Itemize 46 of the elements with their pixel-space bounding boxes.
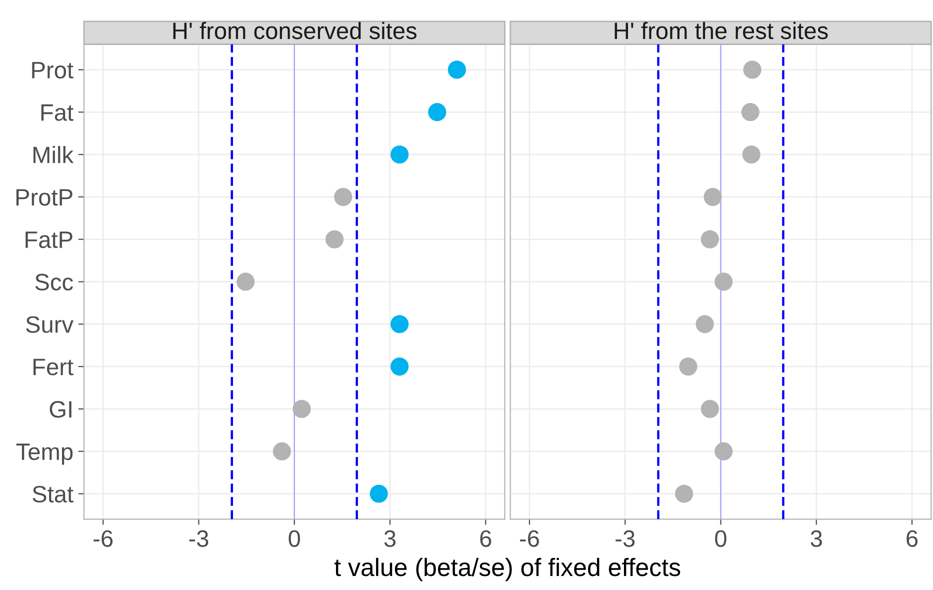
y-tick-label: FatP (26, 232, 72, 248)
y-tick-label: Scc (35, 274, 73, 291)
x-tick-label: 0 (715, 530, 726, 547)
point (428, 103, 446, 122)
point (700, 230, 719, 248)
point (704, 188, 722, 206)
point (325, 230, 344, 248)
y-tick-label: Prot (32, 62, 74, 78)
x-tick-label: -6 (520, 530, 539, 547)
point (741, 103, 760, 122)
point (370, 484, 388, 503)
point (714, 272, 733, 291)
point (292, 400, 311, 418)
x-tick-label: 6 (480, 530, 492, 547)
y-tick-label: Fert (34, 358, 74, 376)
chart-title: H' from conserved sites (173, 22, 416, 40)
chart-title: H' from the rest sites (614, 22, 828, 40)
x-tick-label: -3 (616, 530, 635, 547)
point (714, 442, 733, 460)
y-tick-label: ProtP (16, 189, 72, 206)
point (675, 484, 694, 503)
x-tick-label: -6 (94, 530, 113, 547)
point (272, 442, 291, 460)
y-tick-label: Fat (41, 104, 74, 121)
x-axis-title: t value (beta/se) of fixed effects (334, 558, 680, 582)
point (236, 272, 255, 291)
y-tick-label: Temp (16, 444, 73, 465)
point (743, 60, 762, 79)
point (696, 315, 714, 334)
point (390, 145, 409, 164)
point (742, 145, 760, 164)
y-tick-label: Stat (32, 486, 74, 503)
point (448, 60, 466, 79)
point (390, 357, 409, 376)
y-tick-label: GI (50, 401, 72, 418)
x-tick-label: 0 (288, 530, 300, 547)
y-tick-label: Surv (26, 316, 74, 333)
point (334, 188, 352, 206)
point (679, 357, 698, 376)
point (700, 400, 719, 418)
x-tick-label: 3 (384, 530, 396, 547)
x-tick-label: -3 (189, 530, 208, 547)
x-tick-label: 3 (810, 530, 822, 547)
x-tick-label: 6 (906, 530, 918, 547)
point (390, 315, 409, 334)
y-tick-label: Milk (34, 146, 74, 164)
